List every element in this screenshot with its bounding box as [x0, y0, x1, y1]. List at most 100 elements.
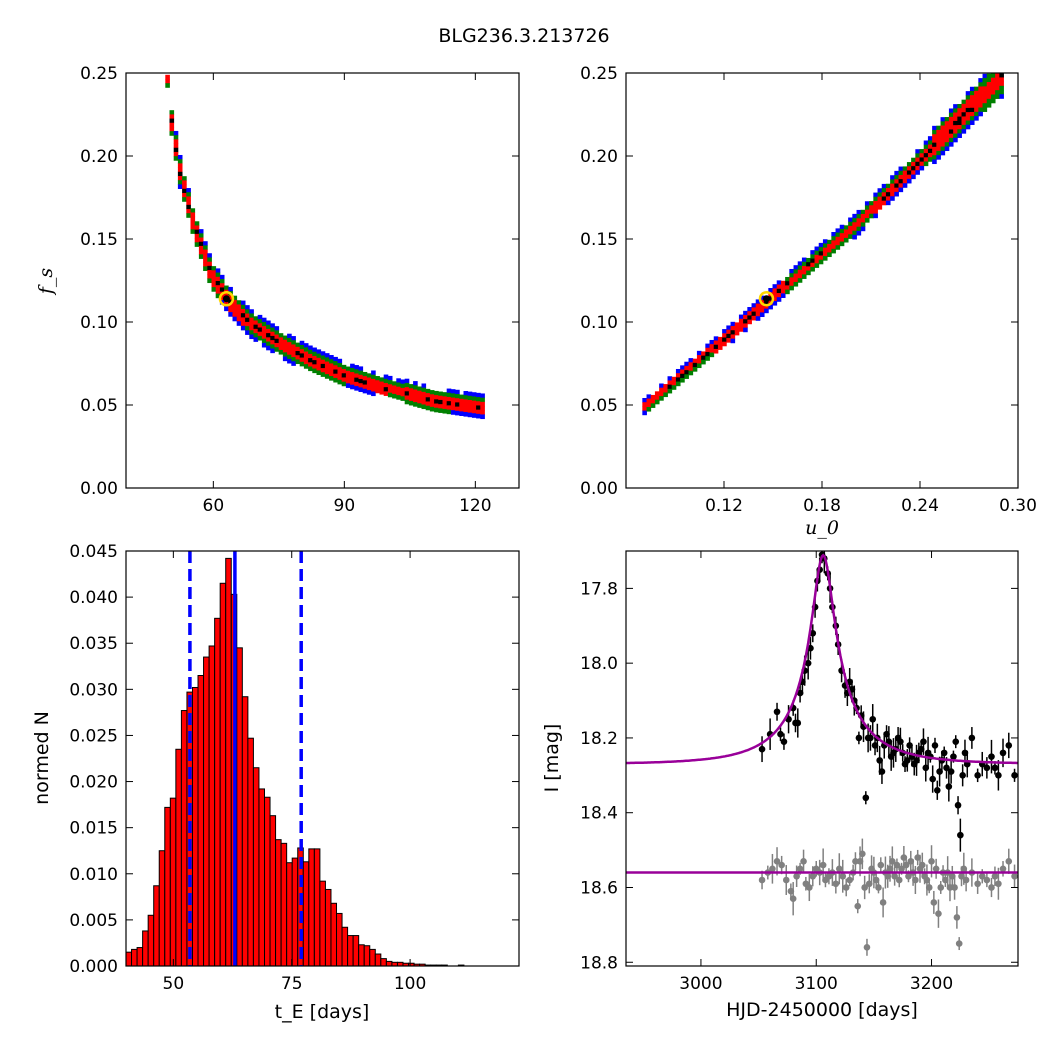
density-cell	[392, 393, 397, 399]
density-cell	[978, 99, 983, 104]
density-cell	[215, 268, 221, 273]
density-cell	[291, 357, 296, 362]
density-cell	[463, 412, 469, 417]
density-cell	[291, 344, 296, 350]
density-cell	[936, 125, 941, 131]
density-cell	[911, 166, 916, 171]
histogram-bar	[313, 848, 321, 967]
density-cell	[734, 326, 740, 332]
density-cell	[316, 357, 322, 363]
density-cell	[835, 245, 841, 250]
density-cell	[291, 348, 296, 354]
density-cell	[215, 280, 221, 286]
density-cell	[350, 367, 355, 373]
density-cell	[827, 244, 832, 249]
density-cell	[404, 378, 410, 384]
density-cell	[459, 407, 464, 412]
density-cell	[308, 353, 313, 359]
density-cell	[429, 398, 435, 404]
density-cell	[953, 104, 958, 109]
density-cell	[480, 393, 485, 399]
density-cell	[253, 320, 259, 326]
density-cell	[207, 261, 212, 267]
density-cell	[948, 112, 954, 118]
density-cell	[831, 244, 836, 250]
density-cell	[245, 326, 250, 331]
density-cell	[404, 382, 410, 388]
density-cell	[190, 225, 196, 230]
data-point	[968, 734, 976, 742]
density-cell	[961, 120, 967, 126]
density-cell	[450, 410, 456, 415]
density-cell	[408, 392, 414, 398]
x-tick-label: 75	[281, 974, 303, 994]
data-point	[869, 715, 877, 723]
density-cell	[764, 308, 769, 314]
density-cell	[923, 157, 929, 162]
density-cell	[333, 361, 338, 366]
density-cell	[450, 393, 456, 398]
density-cell	[986, 82, 992, 87]
density-cell	[236, 321, 242, 326]
data-point	[1011, 872, 1018, 880]
density-cell	[948, 121, 954, 126]
histogram-bar	[380, 958, 387, 967]
density-cell	[696, 359, 702, 364]
density-cell	[873, 192, 878, 198]
density-cell	[810, 266, 815, 272]
density-cell	[207, 278, 212, 284]
y-tick-label: 0.040	[69, 588, 118, 608]
data-point	[891, 872, 898, 880]
density-cell	[282, 343, 288, 349]
density-cell	[810, 262, 815, 268]
density-cell	[974, 86, 979, 92]
density-cell	[362, 371, 368, 377]
histogram-bar	[247, 737, 254, 967]
density-cell	[915, 161, 920, 167]
density-cell	[982, 90, 988, 96]
density-cell	[459, 411, 464, 416]
density-cell	[948, 116, 954, 122]
data-point	[978, 872, 986, 880]
density-cell	[957, 112, 962, 117]
density-cell	[843, 225, 849, 230]
density-cell	[860, 213, 866, 219]
density-cell	[471, 400, 477, 406]
density-cell	[245, 313, 250, 319]
density-cell	[932, 142, 937, 148]
density-cell	[173, 130, 179, 136]
density-cell	[915, 153, 920, 158]
density-cell	[755, 307, 761, 313]
density-cell	[177, 163, 183, 168]
histogram-bar	[214, 617, 221, 967]
density-cell	[957, 116, 962, 122]
density-cell	[848, 217, 853, 223]
density-cell	[329, 359, 334, 364]
density-cell	[274, 347, 280, 352]
density-cell	[278, 337, 284, 342]
density-cell	[421, 400, 427, 405]
density-cell	[923, 153, 929, 158]
density-cell	[240, 321, 246, 327]
density-cell	[806, 262, 811, 267]
density-cell	[362, 380, 368, 385]
density-cell	[261, 317, 267, 323]
density-cell	[287, 342, 292, 347]
density-cell	[684, 361, 689, 367]
density-cell	[358, 387, 364, 393]
data-point	[780, 738, 788, 745]
density-cell	[299, 349, 305, 354]
density-cell	[969, 99, 975, 104]
density-cell	[982, 77, 988, 83]
density-cell	[751, 315, 757, 321]
density-cell	[957, 103, 962, 109]
data-point	[928, 858, 935, 865]
density-cell	[642, 410, 647, 416]
density-cell	[692, 362, 698, 368]
density-cell	[198, 254, 204, 259]
density-cell	[207, 270, 212, 275]
density-cell	[999, 90, 1004, 95]
density-cell	[240, 300, 246, 306]
density-cell	[709, 344, 715, 349]
density-cell	[480, 414, 485, 420]
